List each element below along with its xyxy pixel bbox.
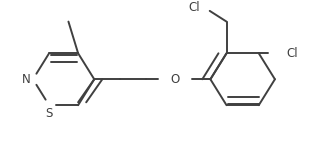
Text: O: O: [170, 73, 179, 86]
Text: N: N: [21, 73, 30, 86]
Text: Cl: Cl: [189, 1, 200, 14]
Text: S: S: [45, 107, 53, 120]
Text: Cl: Cl: [286, 47, 298, 60]
